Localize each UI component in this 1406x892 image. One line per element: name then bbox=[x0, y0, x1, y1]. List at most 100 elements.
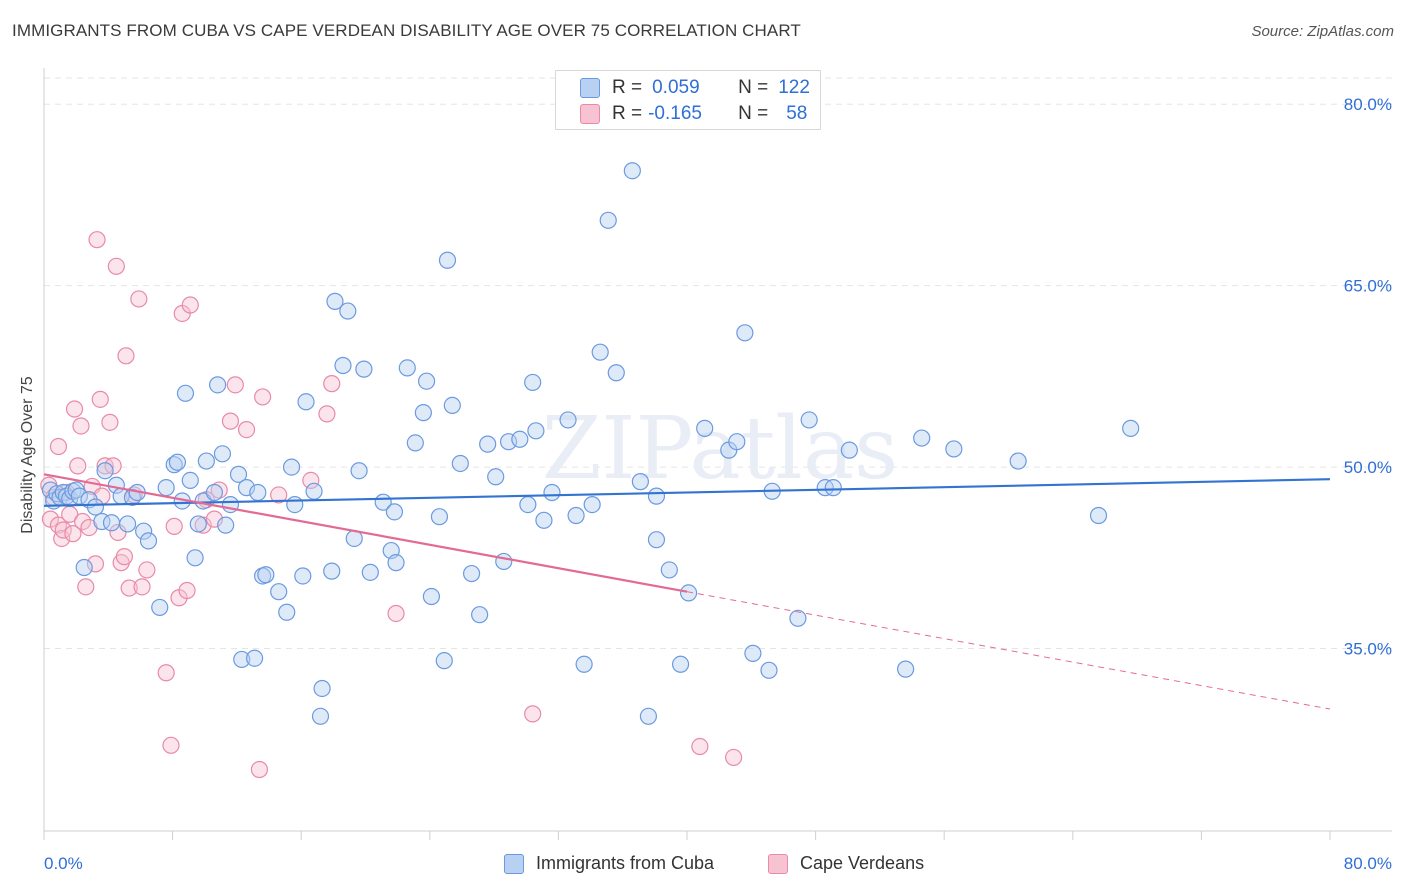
cuba-point bbox=[181, 471, 199, 490]
cape-verdeans-point bbox=[725, 748, 743, 767]
cape-verdeans-point bbox=[221, 412, 240, 430]
cuba-point bbox=[278, 603, 296, 621]
cape-verdeans-point bbox=[120, 579, 138, 597]
legend-item-cape-verdeans[interactable]: Cape Verdeans bbox=[768, 853, 924, 874]
cuba-point bbox=[599, 211, 617, 229]
cuba-point bbox=[438, 251, 457, 269]
cape-verdeans-point bbox=[226, 376, 244, 394]
cuba-point bbox=[660, 561, 678, 579]
trend-lines bbox=[43, 473, 1331, 710]
cuba-point bbox=[151, 598, 169, 617]
cuba-point bbox=[567, 506, 585, 525]
chart-title: IMMIGRANTS FROM CUBA VS CAPE VERDEAN DIS… bbox=[12, 21, 801, 40]
y-axis-label: Disability Age Over 75 bbox=[19, 376, 36, 534]
cuba-point bbox=[631, 473, 649, 491]
legend-label-cape-verdeans: Cape Verdeans bbox=[800, 853, 925, 873]
r-value: -0.165 bbox=[648, 103, 702, 124]
cape-verdeans-point bbox=[77, 578, 95, 596]
cuba-point bbox=[75, 558, 93, 577]
cape-verdeans-point bbox=[54, 521, 72, 539]
cuba-point bbox=[443, 396, 461, 415]
legend-item-cuba[interactable]: Immigrants from Cuba bbox=[504, 853, 714, 874]
cape-verdeans-point bbox=[101, 413, 119, 431]
cuba-point bbox=[511, 430, 529, 448]
cuba-point bbox=[313, 679, 331, 698]
cuba-point bbox=[213, 445, 232, 463]
cape-verdeans-trend-extension bbox=[686, 591, 1331, 710]
cuba-point bbox=[639, 707, 658, 725]
cuba-point bbox=[414, 404, 432, 422]
stats-row-cape-verdeans: R = -0.165 N = 58 bbox=[580, 101, 807, 127]
y-tick-label: 35.0% bbox=[1344, 640, 1392, 659]
cuba-point bbox=[165, 456, 183, 474]
cape-verdeans-point bbox=[115, 548, 133, 566]
cuba-point bbox=[387, 554, 405, 572]
cuba-point bbox=[1122, 419, 1140, 437]
axes bbox=[43, 68, 1392, 840]
cuba-point bbox=[671, 655, 690, 673]
legend-label-cuba: Immigrants from Cuba bbox=[536, 853, 715, 873]
cuba-point bbox=[249, 483, 267, 502]
cape-verdeans-point bbox=[691, 737, 709, 756]
cuba-trend-line bbox=[43, 478, 1331, 507]
cuba-point bbox=[339, 302, 357, 320]
cape-verdeans-point bbox=[524, 705, 542, 723]
cape-verdeans-point bbox=[138, 561, 156, 579]
r-label: R = bbox=[612, 103, 643, 124]
y-tick-label: 80.0% bbox=[1344, 95, 1392, 114]
cuba-point bbox=[334, 356, 352, 375]
cuba-point bbox=[422, 587, 441, 606]
cape-verdeans-point bbox=[165, 517, 183, 535]
cuba-point bbox=[135, 522, 153, 540]
cuba-point bbox=[575, 655, 593, 673]
cuba-point bbox=[471, 606, 489, 624]
cuba-point bbox=[495, 552, 513, 571]
cape-verdeans-point bbox=[109, 523, 127, 542]
cuba-point bbox=[209, 376, 227, 394]
cuba-point bbox=[355, 360, 373, 378]
cape-verdeans-point bbox=[254, 388, 272, 406]
n-value: 58 bbox=[786, 103, 808, 124]
cape-verdeans-point bbox=[91, 390, 109, 408]
cuba-point bbox=[326, 292, 344, 310]
cuba-point bbox=[680, 584, 698, 602]
cape-verdeans-point bbox=[250, 760, 269, 779]
cuba-point bbox=[297, 393, 315, 411]
cuba-point bbox=[543, 483, 561, 502]
cuba-point bbox=[789, 609, 807, 627]
grid-lines bbox=[44, 77, 1392, 650]
cape-verdeans-point bbox=[86, 555, 105, 573]
cuba-point bbox=[945, 440, 963, 458]
cape-verdeans-point bbox=[323, 375, 341, 393]
x-tick-label-min: 0.0% bbox=[44, 854, 83, 873]
cuba-legend-swatch bbox=[504, 853, 524, 874]
cuba-point bbox=[286, 495, 304, 514]
cuba-point bbox=[157, 479, 175, 497]
cuba-point bbox=[760, 661, 778, 679]
cuba-point bbox=[840, 441, 858, 459]
cuba-point bbox=[527, 422, 545, 440]
cuba-point bbox=[736, 324, 754, 342]
cuba-point bbox=[294, 567, 312, 585]
source-label: Source: ZipAtlas.com bbox=[1251, 23, 1394, 40]
n-value: 122 bbox=[778, 77, 810, 98]
cuba-point bbox=[139, 532, 158, 550]
cuba-point bbox=[430, 508, 449, 526]
cuba-point bbox=[168, 453, 187, 471]
cuba-point bbox=[647, 487, 666, 505]
series-legend: Immigrants from Cuba Cape Verdeans bbox=[0, 851, 1406, 879]
cuba-point bbox=[385, 503, 404, 521]
cuba-point bbox=[217, 516, 235, 534]
cape-verdeans-point bbox=[69, 457, 87, 475]
cuba-point bbox=[591, 343, 609, 361]
cape-verdeans-point bbox=[65, 400, 84, 418]
cuba-point bbox=[607, 364, 625, 382]
cuba-point bbox=[462, 564, 481, 583]
cuba-point bbox=[647, 531, 666, 549]
cuba-point bbox=[186, 549, 204, 567]
cuba-point bbox=[519, 495, 537, 514]
cuba-point bbox=[1089, 506, 1108, 525]
cuba-point bbox=[282, 458, 301, 476]
cape-verdeans-point bbox=[178, 581, 196, 600]
